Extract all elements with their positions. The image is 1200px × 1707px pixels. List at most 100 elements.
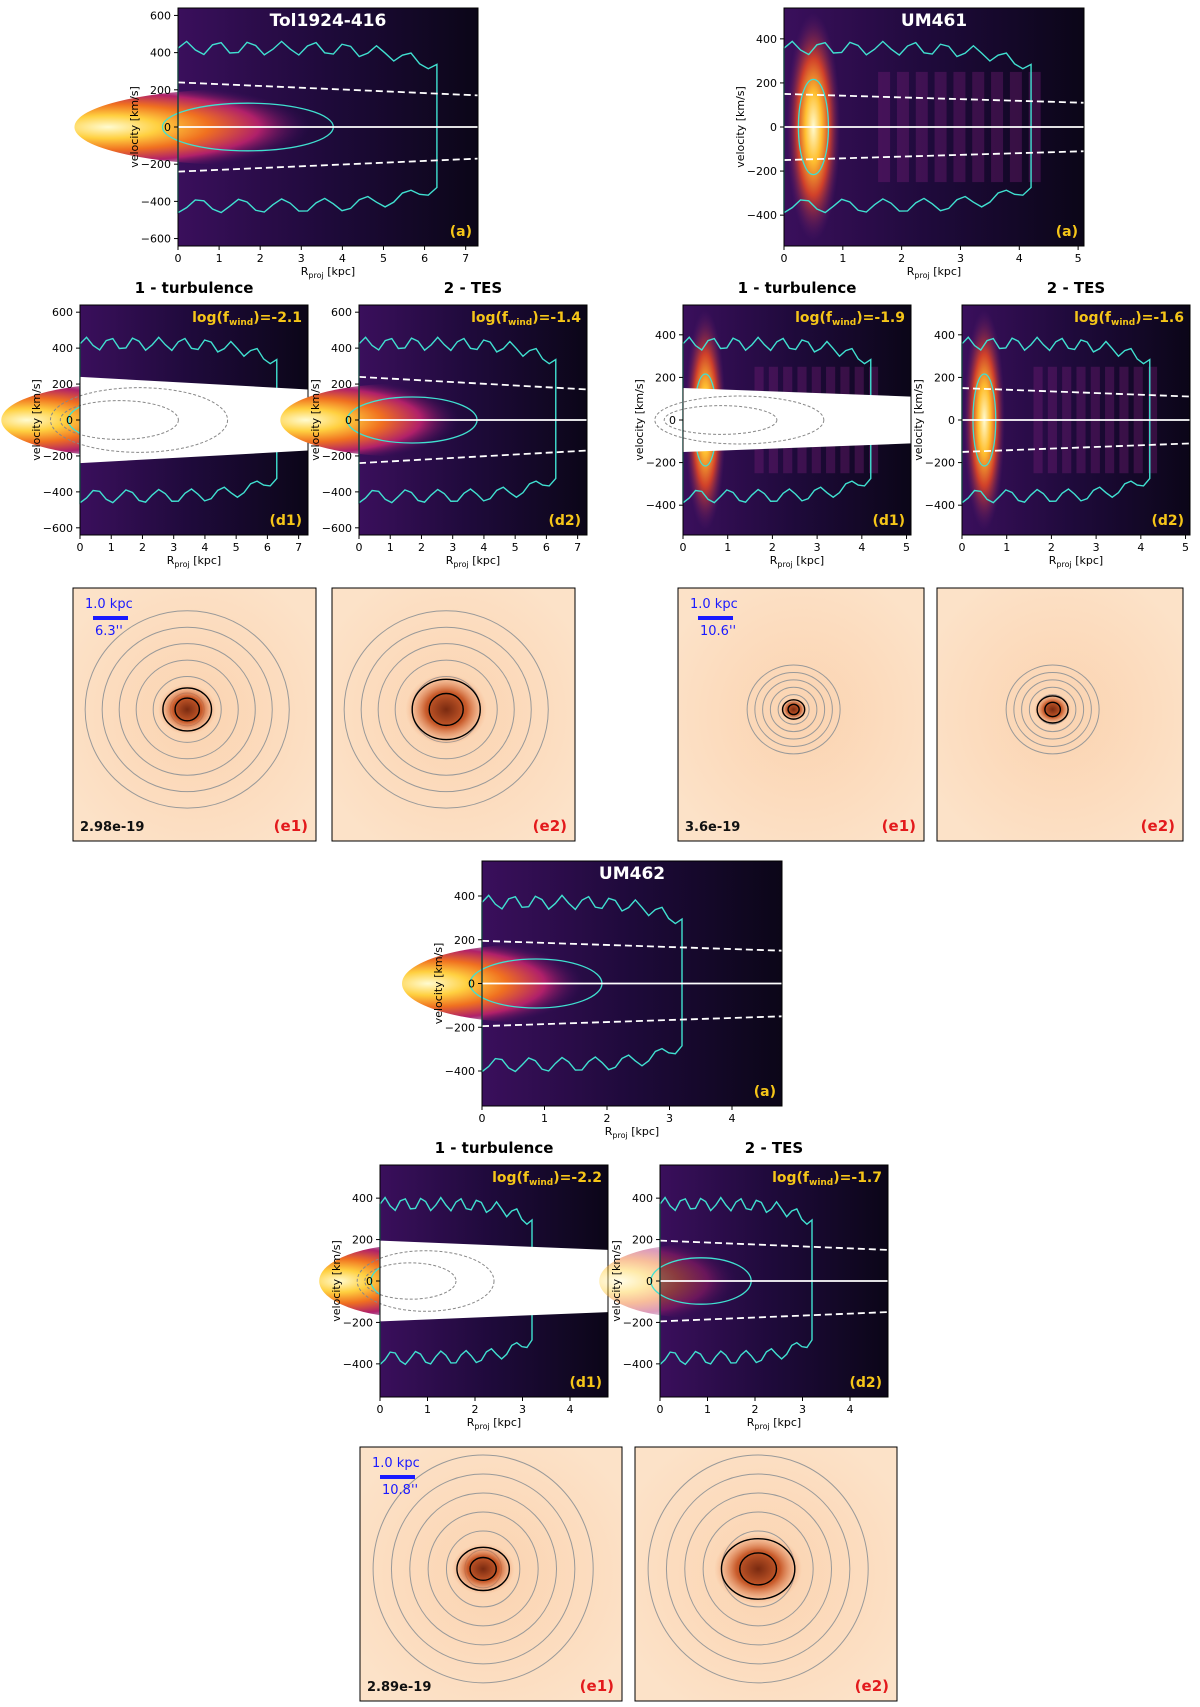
- panel-e2-2: (e2): [634, 1446, 898, 1702]
- y-tick-label: −600: [322, 522, 352, 535]
- y-tick-label: −400: [343, 1358, 373, 1371]
- grey-contour: [746, 664, 841, 755]
- x-tick-label: 7: [295, 541, 302, 554]
- masked-contour: [49, 387, 229, 453]
- panel-e2-0: (e2): [331, 587, 576, 842]
- x-tick-label: 3: [814, 541, 821, 554]
- x-axis-label: Rproj [kpc]: [467, 1416, 521, 1431]
- y-tick-label: −200: [43, 450, 73, 463]
- y-tick-label: 400: [352, 1192, 373, 1205]
- y-tick-label: 400: [756, 33, 777, 46]
- y-tick-label: −400: [623, 1358, 653, 1371]
- escape-velocity-lower: [358, 449, 588, 465]
- x-tick-label: 7: [462, 252, 469, 265]
- panel-d2-0: −600 −400 −200 0 200 400 600 0 1 2 3 4 5 6 7 velocity […: [280, 279, 588, 569]
- grey-contour: [1005, 664, 1100, 755]
- y-tick-label: 400: [454, 890, 475, 903]
- y-tick-label: −200: [141, 158, 171, 171]
- x-tick-label: 4: [1016, 252, 1023, 265]
- y-tick-label: −200: [322, 450, 352, 463]
- wind-fraction-label: log(fwind)=-1.6: [1074, 310, 1184, 328]
- grey-contour: [445, 1530, 521, 1608]
- scale-arcsec: 6.3'': [95, 624, 123, 639]
- outer-contour: [659, 1196, 813, 1367]
- x-tick-label: 1: [387, 541, 394, 554]
- scale-kpc: 1.0 kpc: [372, 1456, 420, 1471]
- masked-contour: [654, 395, 825, 445]
- y-axis-label: velocity [km/s]: [734, 86, 747, 168]
- escape-velocity-lower: [481, 1015, 783, 1028]
- grey-contour: [101, 626, 273, 793]
- panel-label: (a): [1056, 224, 1078, 240]
- flux-threshold: 3.6e-19: [685, 820, 740, 835]
- y-tick-label: 0: [646, 1275, 653, 1288]
- y-tick-label: 200: [52, 378, 73, 391]
- x-tick-label: 5: [903, 541, 910, 554]
- y-tick-label: 400: [934, 329, 955, 342]
- y-axis-label: velocity [km/s]: [912, 379, 925, 461]
- y-tick-label: −400: [747, 209, 777, 222]
- black-contour-inner: [469, 1556, 497, 1582]
- x-tick-label: 6: [264, 541, 271, 554]
- x-tick-label: 0: [781, 252, 788, 265]
- black-contour-inner: [1044, 701, 1062, 718]
- x-tick-label: 0: [356, 541, 363, 554]
- black-contour: [456, 1546, 511, 1592]
- y-tick-label: 0: [345, 414, 352, 427]
- panel-label: (d1): [569, 1375, 602, 1391]
- y-tick-label: 400: [331, 342, 352, 355]
- y-axis-label: velocity [km/s]: [309, 379, 322, 461]
- black-contour: [162, 687, 213, 732]
- x-axis-label: Rproj [kpc]: [747, 1416, 801, 1431]
- outer-contour: [177, 40, 438, 214]
- x-tick-label: 4: [858, 541, 865, 554]
- y-tick-label: −400: [322, 486, 352, 499]
- y-axis-label: velocity [km/s]: [30, 379, 43, 461]
- panel-e2-1: (e2): [936, 587, 1184, 842]
- panel-a-1: −400 −200 0 200 400 0 1 2 3 4 5 velocity [km/s] Rpro…: [734, 7, 1085, 280]
- panel-label: (e2): [533, 817, 567, 835]
- masked-contour-inner: [364, 1262, 457, 1300]
- grey-contour: [343, 610, 549, 809]
- x-tick-label: 3: [298, 252, 305, 265]
- y-tick-label: 200: [331, 378, 352, 391]
- panel-title: 2 - TES: [745, 1139, 803, 1157]
- panel-d1-1: −400 −200 0 200 400 0 1 2 3 4 5 velocity [km/s] Rpro…: [633, 279, 912, 569]
- x-axis-label: Rproj [kpc]: [605, 1125, 659, 1140]
- x-tick-label: 3: [799, 1403, 806, 1416]
- x-tick-label: 2: [769, 541, 776, 554]
- y-tick-label: 0: [366, 1275, 373, 1288]
- grey-contour: [390, 1473, 576, 1665]
- grey-contour: [684, 1492, 833, 1646]
- panel-e1-2: (e1) 2.89e-19 1.0 kpc 10.8'': [359, 1446, 623, 1702]
- y-tick-label: 200: [934, 371, 955, 384]
- x-tick-label: 2: [1048, 541, 1055, 554]
- x-tick-label: 5: [233, 541, 240, 554]
- x-axis-label: Rproj [kpc]: [907, 265, 961, 280]
- outer-contour: [379, 1196, 533, 1367]
- outer-contour: [783, 40, 1032, 214]
- x-tick-label: 0: [959, 541, 966, 554]
- black-contour: [411, 678, 481, 741]
- grey-contour: [152, 676, 222, 743]
- x-tick-label: 4: [1137, 541, 1144, 554]
- grey-contour: [360, 626, 532, 793]
- escape-velocity-lower: [783, 150, 1085, 161]
- y-tick-label: 200: [352, 1234, 373, 1247]
- y-tick-label: 200: [655, 371, 676, 384]
- black-contour-inner: [428, 692, 464, 727]
- x-tick-label: 1: [108, 541, 115, 554]
- y-tick-label: −200: [343, 1316, 373, 1329]
- y-axis-label: velocity [km/s]: [610, 1240, 623, 1322]
- x-tick-label: 0: [77, 541, 84, 554]
- panel-label: (e1): [882, 817, 916, 835]
- y-tick-label: 0: [468, 978, 475, 991]
- x-tick-label: 3: [519, 1403, 526, 1416]
- flux-threshold: 2.98e-19: [80, 820, 144, 835]
- black-contour: [781, 699, 806, 720]
- x-tick-label: 0: [680, 541, 687, 554]
- black-contour-inner: [739, 1552, 778, 1586]
- panel-d2-1: −400 −200 0 200 400 0 1 2 3 4 5 velocity [km/s] Rpro…: [912, 279, 1191, 569]
- x-axis-label: Rproj [kpc]: [1049, 554, 1103, 569]
- outer-contour: [682, 336, 872, 505]
